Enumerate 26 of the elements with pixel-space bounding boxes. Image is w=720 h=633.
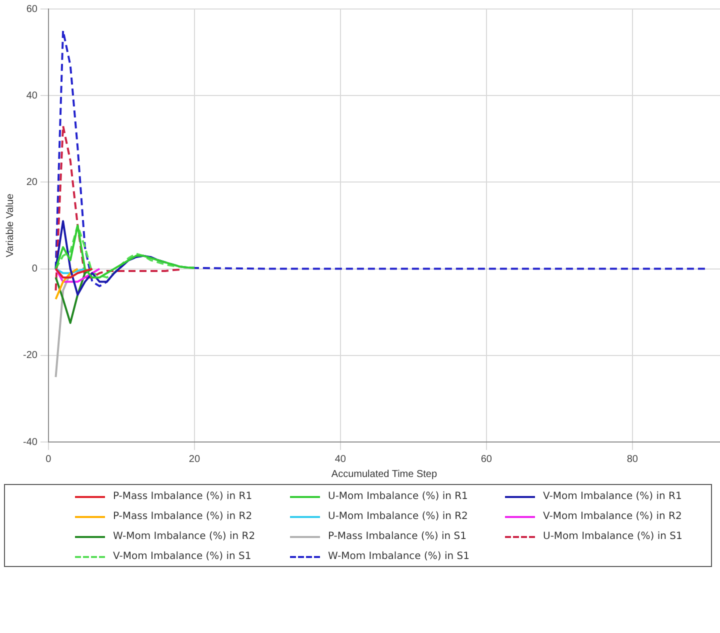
y-tick-label: 40 [26,90,38,102]
y-tick-label: 60 [26,4,38,15]
x-tick-label: 60 [480,454,492,465]
y-tick-label: -20 [23,350,38,362]
line-series [54,124,181,292]
y-axis-title: Variable Value [4,193,16,258]
x-tick-label: 0 [46,454,52,465]
legend-label: U-Mom Imbalance (%) in S1 [543,531,682,542]
legend-label: P-Mass Imbalance (%) in R2 [113,511,252,522]
legend-label: V-Mom Imbalance (%) in S1 [113,551,252,562]
legend-label: W-Mom Imbalance (%) in S1 [328,551,470,562]
legend-label: W-Mom Imbalance (%) in R2 [113,531,256,542]
legend-label: P-Mass Imbalance (%) in S1 [328,531,467,542]
y-tick-label: 0 [32,264,38,275]
legend-label: V-Mom Imbalance (%) in R2 [543,511,682,522]
x-axis-title: Accumulated Time Step [331,468,438,480]
legend-label: U-Mom Imbalance (%) in R1 [328,491,468,502]
line-series [54,30,706,288]
x-tick-label: 20 [188,454,200,465]
x-tick-label: 80 [626,454,638,465]
y-tick-label: 20 [26,176,38,188]
legend-label: P-Mass Imbalance (%) in R1 [113,491,252,502]
legend-label: V-Mom Imbalance (%) in R1 [543,491,682,502]
legend-label: U-Mom Imbalance (%) in R2 [328,511,468,522]
y-tick-label: -40 [23,436,38,448]
x-tick-label: 40 [334,454,346,465]
